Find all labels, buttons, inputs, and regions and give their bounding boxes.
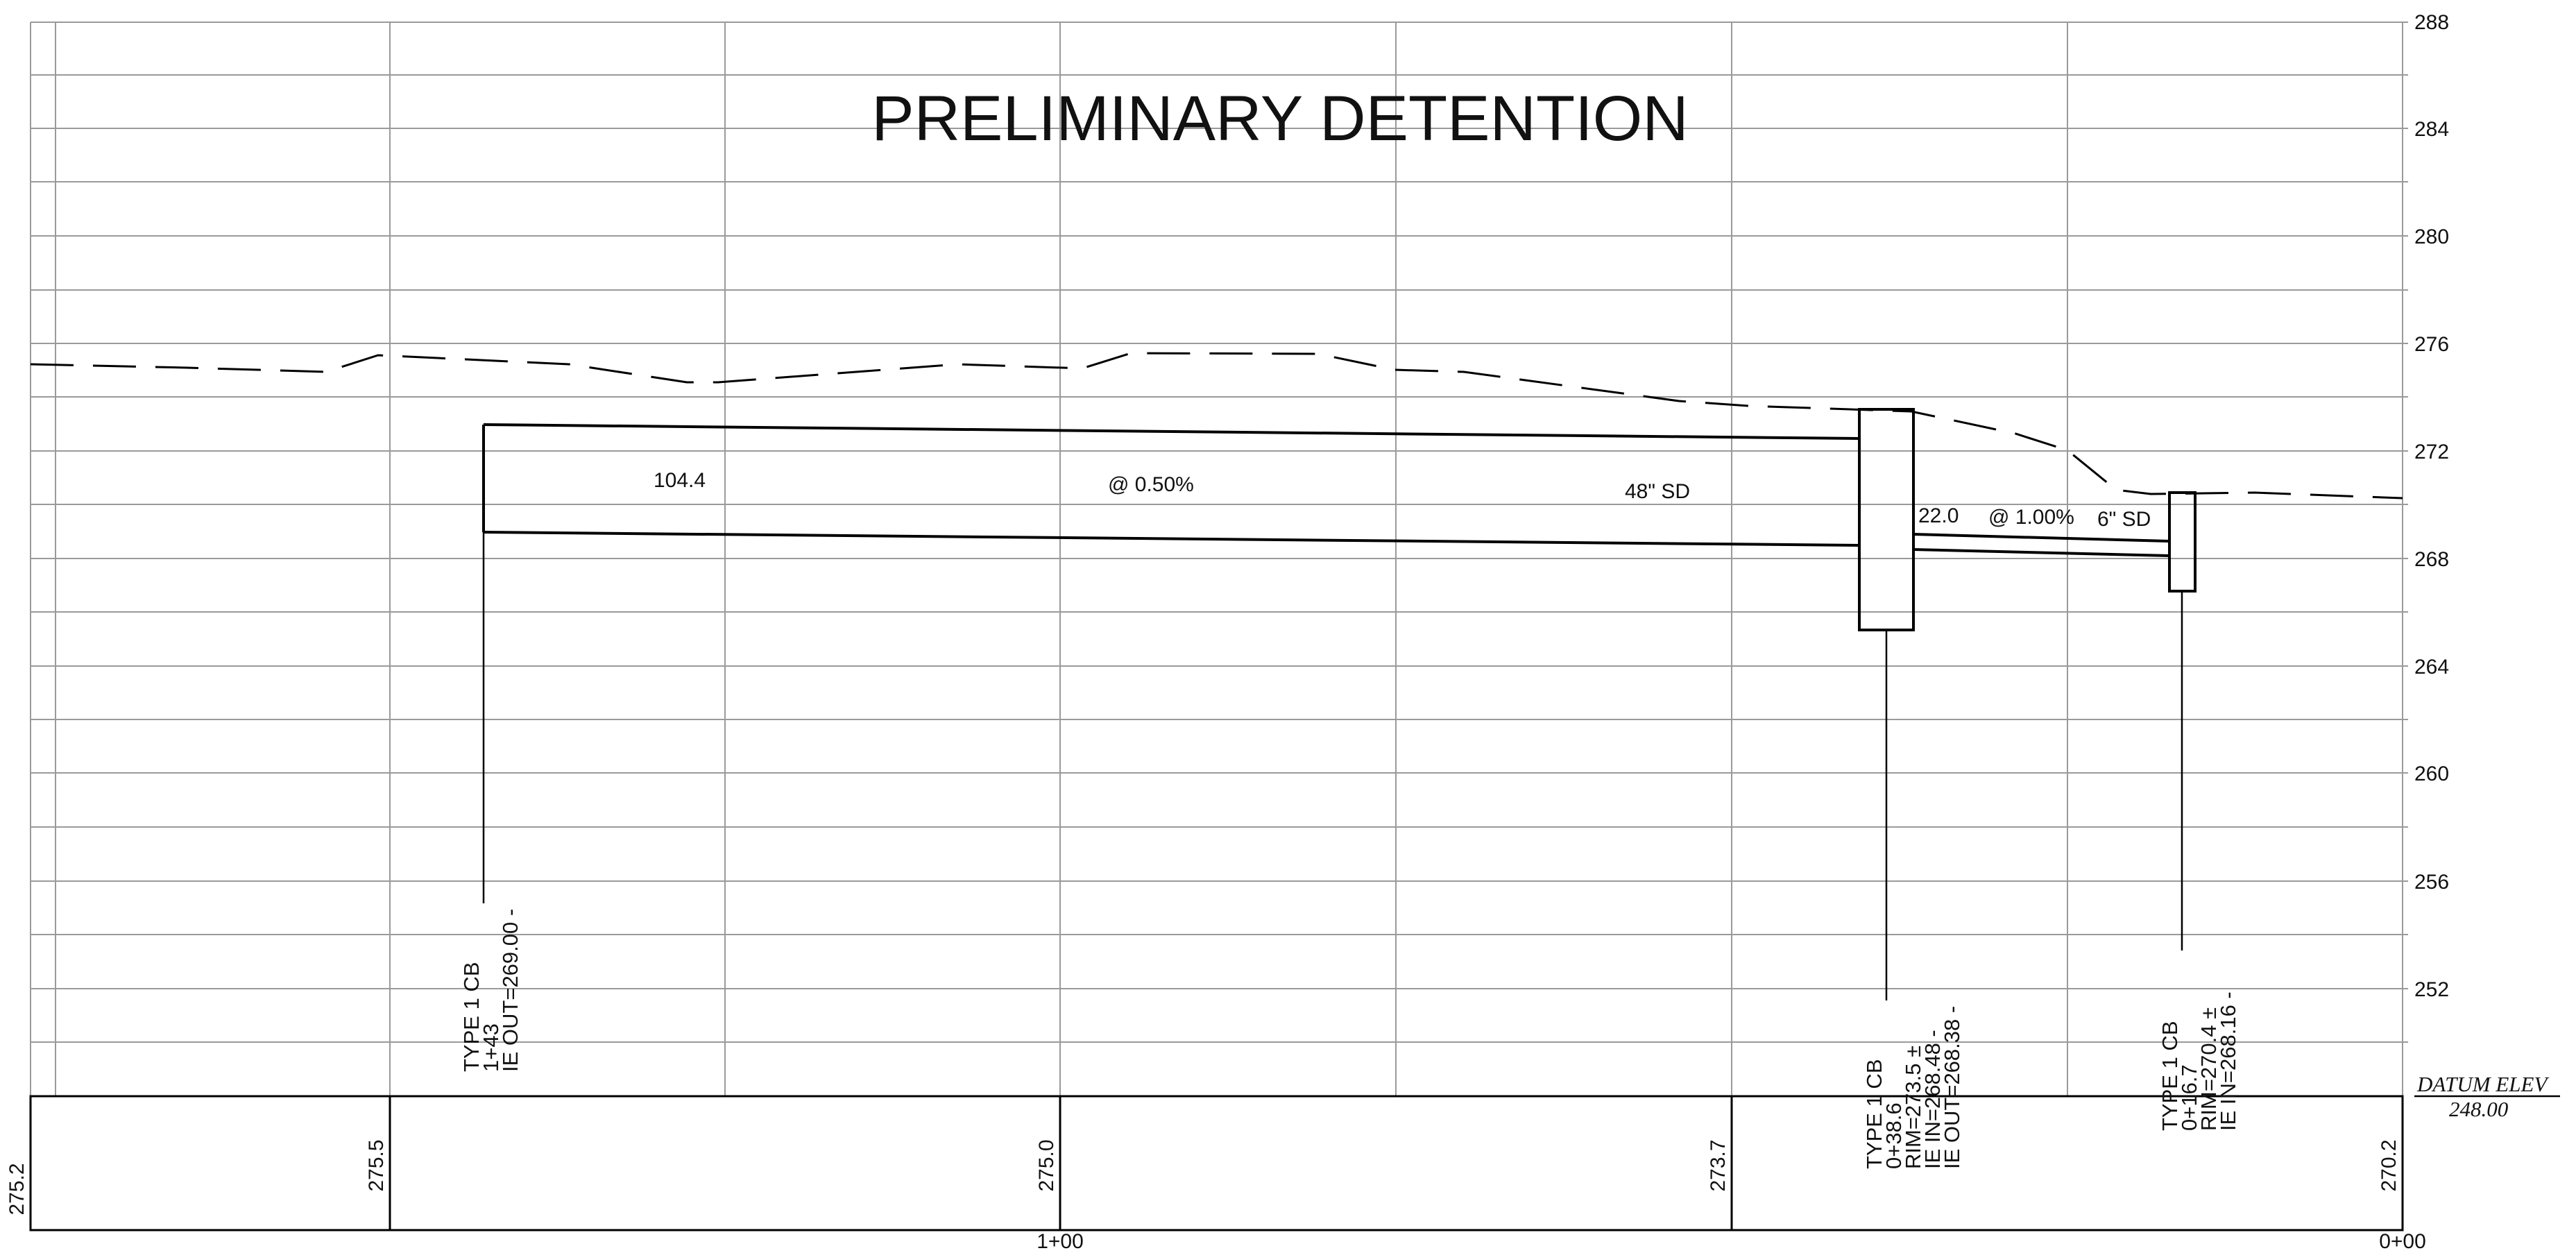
- ground-elevation-value: 270.2: [2378, 1139, 2400, 1191]
- main-pipe-slope: @ 0.50%: [1108, 473, 1194, 496]
- elevation-label: 284: [2414, 118, 2449, 141]
- ground-elevation-value: 275.2: [6, 1163, 28, 1215]
- svg-text:IE OUT=269.00 -: IE OUT=269.00 -: [498, 909, 522, 1072]
- svg-text:0+38.6: 0+38.6: [1882, 1102, 1906, 1169]
- svg-text:IE IN=268.48 -: IE IN=268.48 -: [1920, 1030, 1945, 1169]
- elevation-label: 276: [2414, 333, 2449, 356]
- svg-text:IE IN=268.16 -: IE IN=268.16 -: [2216, 991, 2240, 1131]
- branch-pipe-6in: [1913, 533, 2170, 557]
- catch-basin-2-note: TYPE 1 CB 0+38.6 RIM=273.5 ± IE IN=268.4…: [1862, 1006, 1964, 1169]
- grid-vertical: [30, 22, 2403, 1096]
- grid-horizontal: [31, 22, 2408, 1043]
- existing-ground-line: [30, 352, 2403, 500]
- drawing-title: PRELIMINARY DETENTION: [871, 83, 1689, 154]
- catch-basin-1-note: TYPE 1 CB 1+43 IE OUT=269.00 -: [459, 909, 522, 1072]
- elevation-label: 264: [2414, 656, 2449, 679]
- leader-lines: [482, 532, 2183, 1000]
- svg-text:RIM=270.4 ±: RIM=270.4 ±: [2197, 1007, 2221, 1131]
- svg-text:0+16.7: 0+16.7: [2177, 1064, 2201, 1131]
- ground-elevation-value: 273.7: [1707, 1139, 1730, 1191]
- svg-text:TYPE 1 CB: TYPE 1 CB: [459, 962, 484, 1073]
- ground-elevation-value: 275.5: [365, 1139, 388, 1191]
- main-pipe-48in: [482, 423, 1860, 547]
- branch-pipe-size: 6" SD: [2097, 508, 2151, 531]
- svg-text:TYPE 1 CB: TYPE 1 CB: [1862, 1059, 1886, 1170]
- branch-pipe-slope: @ 1.00%: [1988, 506, 2074, 529]
- elevation-label: 252: [2414, 978, 2449, 1001]
- datum-elevation: 248.00: [2449, 1097, 2509, 1121]
- elevation-label: 268: [2414, 548, 2449, 571]
- elevation-label: 288: [2414, 11, 2449, 34]
- elevation-label: 272: [2414, 441, 2449, 463]
- station-label-1-00: 1+00: [1037, 1230, 1084, 1253]
- catch-basin-3-note: TYPE 1 CB 0+16.7 RIM=270.4 ± IE IN=268.1…: [2158, 991, 2240, 1131]
- main-pipe-size: 48" SD: [1625, 480, 1690, 503]
- elevation-label: 280: [2414, 225, 2449, 248]
- svg-text:IE OUT=268.38 -: IE OUT=268.38 -: [1940, 1006, 1964, 1169]
- elevation-label: 260: [2414, 762, 2449, 785]
- datum-block: DATUM ELEV 248.00: [2414, 1072, 2560, 1121]
- station-label-0-00: 0+00: [2379, 1230, 2426, 1253]
- svg-text:RIM=273.5 ±: RIM=273.5 ±: [1901, 1046, 1925, 1169]
- catch-basin-2-structure: [1858, 408, 1915, 631]
- elevation-label: 256: [2414, 871, 2449, 894]
- branch-pipe-length: 22.0: [1918, 504, 1959, 527]
- main-pipe-length: 104.4: [654, 469, 706, 492]
- ground-elevation-band: [29, 1095, 2404, 1231]
- svg-text:1+43: 1+43: [479, 1023, 503, 1072]
- ground-elevation-value: 275.0: [1035, 1139, 1058, 1191]
- svg-text:TYPE 1 CB: TYPE 1 CB: [2158, 1021, 2182, 1132]
- datum-label: DATUM ELEV: [2416, 1072, 2549, 1096]
- catch-basin-3-structure: [2168, 491, 2197, 593]
- elevation-axis: 288 284 280 276 272 268 264 260 256 252: [2414, 11, 2449, 1001]
